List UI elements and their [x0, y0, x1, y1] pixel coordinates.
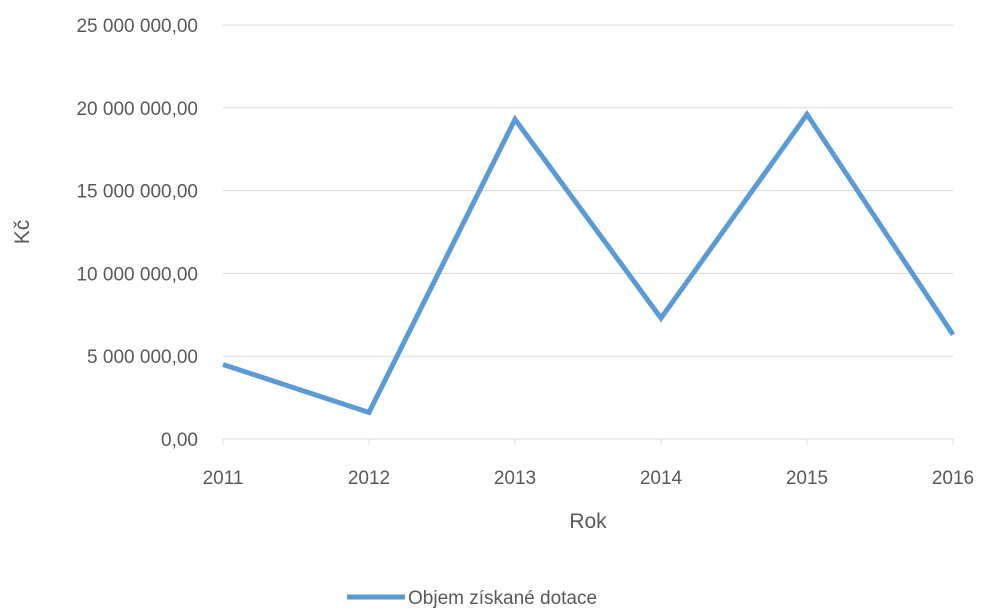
x-axis-title: Rok — [569, 510, 607, 533]
y-tick-label: 15 000 000,00 — [76, 182, 198, 203]
gridlines — [223, 24, 953, 357]
x-tick-label: 2016 — [932, 468, 974, 489]
x-tick-label: 2012 — [348, 468, 390, 489]
y-axis-title: Kč — [11, 220, 34, 245]
y-tick-label: 0,00 — [161, 430, 198, 451]
x-tick-label: 2014 — [640, 468, 683, 489]
y-tick-label: 5 000 000,00 — [87, 347, 198, 368]
series-lines — [222, 110, 956, 416]
x-axis-ticks — [222, 439, 954, 445]
x-tick-label: 2011 — [203, 468, 244, 489]
y-tick-label: 20 000 000,00 — [76, 99, 198, 120]
legend-label: Objem získané dotace — [408, 588, 597, 609]
x-axis-tick-labels: 2011 2012 2013 2014 2015 2016 — [203, 468, 975, 489]
y-axis-tick-labels: 0,00 5 000 000,00 10 000 000,00 15 000 000,… — [76, 16, 198, 451]
x-tick-label: 2015 — [786, 468, 828, 489]
legend: Objem získané dotace — [347, 588, 597, 609]
y-tick-label: 25 000 000,00 — [76, 16, 198, 37]
y-tick-label: 10 000 000,00 — [76, 264, 198, 285]
x-tick-label: 2013 — [494, 468, 536, 489]
series-line — [222, 110, 956, 416]
